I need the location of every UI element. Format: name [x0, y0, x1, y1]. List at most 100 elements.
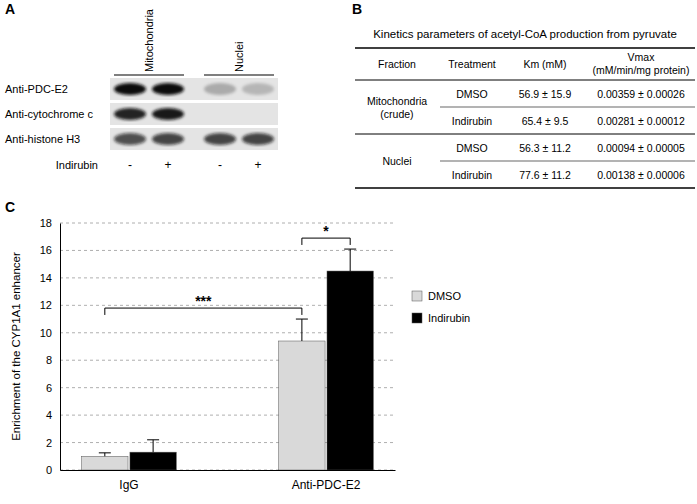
- table-cell: 0.00138 ± 0.00006: [597, 169, 685, 181]
- legend-swatch: [412, 313, 422, 323]
- treatment-label: Indirubin: [56, 159, 98, 171]
- bar: [130, 452, 176, 470]
- x-tick-label: IgG: [119, 478, 138, 492]
- grid-line: [60, 223, 395, 224]
- y-tick: 0: [46, 464, 60, 476]
- panel-c: 024681012141618IgGAnti-PDC-E2Enrichment …: [10, 217, 470, 492]
- legend-label: Indirubin: [428, 312, 470, 324]
- panel-label: C: [5, 199, 15, 215]
- x-axis: IgG Anti-PDC-E2: [61, 470, 396, 492]
- legend-label: DMSO: [428, 290, 461, 302]
- fraction-header: Nuclei: [233, 41, 245, 72]
- bars: [82, 249, 374, 470]
- significance-label: *: [323, 223, 329, 239]
- table-title: Kinetics parameters of acetyl-CoA produc…: [373, 28, 677, 40]
- table-cell: DMSO: [456, 88, 488, 100]
- blot-band: [114, 108, 146, 120]
- y-axis: 0 2 4 6 8 10 12 14 16 18: [40, 217, 61, 476]
- table-cell: 56.9 ± 15.9: [519, 88, 572, 100]
- antibody-label: Anti-histone H3: [5, 133, 80, 145]
- table-cell: Indirubin: [452, 169, 492, 181]
- y-tick-label: 14: [40, 272, 52, 284]
- figure: ABCMitochondriaNucleiAnti-PDC-E2Anti-cyt…: [0, 0, 697, 504]
- table-rule: [355, 47, 695, 49]
- blot-band: [204, 133, 236, 145]
- table-cell: 0.00281 ± 0.00012: [597, 115, 685, 127]
- y-tick: 14: [40, 272, 60, 284]
- table-header: Vmax: [628, 51, 656, 63]
- table-cell: Nuclei: [382, 155, 411, 167]
- table-cell: 0.00094 ± 0.00005: [597, 142, 685, 154]
- table-cell: Mitochondria: [367, 95, 427, 107]
- significance-bracket: [302, 238, 350, 245]
- y-tick: 2: [46, 437, 60, 449]
- table-rule: [355, 134, 695, 135]
- fraction-rule: [204, 74, 274, 75]
- table-header: (mM/min/mg protein): [593, 64, 690, 76]
- fraction-header: Mitochondria: [143, 8, 155, 72]
- x-tick: IgG: [119, 470, 138, 492]
- legend-swatch: [412, 291, 422, 301]
- blot-strip: [110, 103, 278, 125]
- table-header: Treatment: [448, 58, 496, 70]
- figure-svg: ABCMitochondriaNucleiAnti-PDC-E2Anti-cyt…: [0, 0, 697, 504]
- lane-sign: +: [254, 158, 261, 172]
- panel-b: Kinetics parameters of acetyl-CoA produc…: [355, 28, 695, 188]
- y-tick: 4: [46, 409, 60, 421]
- table-rule: [440, 161, 695, 162]
- table-cell: 0.00359 ± 0.00026: [597, 88, 685, 100]
- x-tick: Anti-PDC-E2: [292, 470, 361, 492]
- table-rule: [355, 187, 695, 189]
- blot-band: [152, 108, 184, 120]
- table-header: Km (mM): [523, 58, 566, 70]
- lane-sign: +: [164, 158, 171, 172]
- y-tick: 12: [40, 299, 60, 311]
- blot-strip: [110, 78, 278, 100]
- error-bar: [99, 453, 111, 456]
- antibody-label: Anti-PDC-E2: [5, 83, 68, 95]
- y-tick-label: 0: [46, 464, 52, 476]
- bar: [279, 341, 325, 470]
- blot-band: [242, 133, 274, 145]
- blot-band: [152, 133, 184, 145]
- table-rule: [355, 80, 695, 81]
- table-cell: 77.6 ± 11.2: [519, 169, 571, 181]
- table-cell: 65.4 ± 9.5: [522, 115, 569, 127]
- blot-band: [242, 108, 274, 120]
- panel-label: A: [5, 1, 15, 17]
- x-tick-label: Anti-PDC-E2: [292, 478, 361, 492]
- table-rule: [440, 107, 695, 108]
- y-tick-label: 18: [40, 217, 52, 229]
- fraction-rule: [114, 74, 184, 75]
- table-header: Fraction: [378, 58, 416, 70]
- y-tick: 16: [40, 244, 60, 256]
- panel-a: MitochondriaNucleiAnti-PDC-E2Anti-cytoch…: [5, 8, 278, 172]
- blot-band: [204, 108, 236, 120]
- panel-label: B: [352, 1, 362, 17]
- grid: [60, 223, 395, 470]
- blot-band: [242, 83, 274, 95]
- y-tick: 8: [46, 354, 60, 366]
- table-cell: 56.3 ± 11.2: [519, 142, 571, 154]
- blot-band: [114, 83, 146, 95]
- blot-band: [204, 83, 236, 95]
- y-tick-label: 2: [46, 437, 52, 449]
- y-axis-line: [60, 224, 61, 471]
- blot-strip: [110, 128, 278, 150]
- y-tick-label: 8: [46, 354, 52, 366]
- y-tick-label: 4: [46, 409, 52, 421]
- table-cell: (crude): [380, 108, 413, 120]
- error-bar: [296, 319, 308, 341]
- y-tick-label: 12: [40, 299, 52, 311]
- y-tick-label: 16: [40, 244, 52, 256]
- annotations: ****: [105, 223, 350, 315]
- blot-band: [114, 133, 146, 145]
- y-tick-label: 10: [40, 327, 52, 339]
- error-bar: [147, 440, 159, 452]
- significance-label: ***: [195, 293, 212, 309]
- significance-bracket: [105, 308, 302, 315]
- grid-line: [60, 250, 395, 251]
- bar: [327, 271, 373, 470]
- legend: DMSO Indirubin: [412, 290, 470, 324]
- y-tick-label: 6: [46, 382, 52, 394]
